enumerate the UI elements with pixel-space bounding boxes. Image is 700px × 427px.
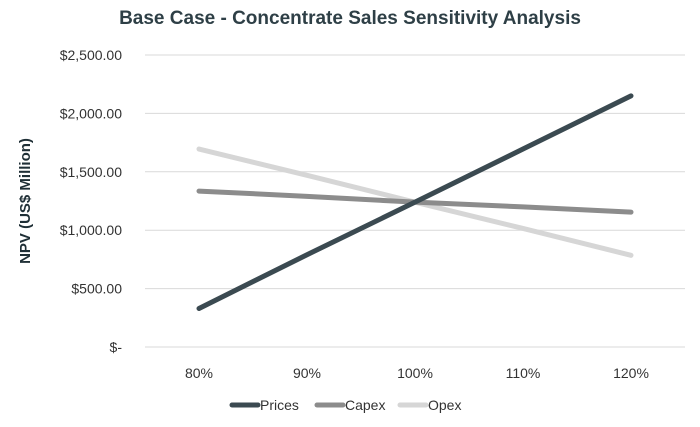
y-tick-label: $1,500.00 xyxy=(60,164,122,180)
legend-label-opex: Opex xyxy=(428,397,461,413)
series-line-prices xyxy=(196,93,634,311)
y-tick-label: $2,000.00 xyxy=(60,105,122,121)
y-tick-label: $2,500.00 xyxy=(60,47,122,63)
x-tick-label: 90% xyxy=(293,365,321,381)
legend-label-prices: Prices xyxy=(260,397,299,413)
chart-title: Base Case - Concentrate Sales Sensitivit… xyxy=(119,8,581,29)
y-tick-label: $500.00 xyxy=(71,281,122,297)
legend-label-capex: Capex xyxy=(345,397,385,413)
y-tick-label: $- xyxy=(110,339,123,355)
x-tick-label: 100% xyxy=(397,365,433,381)
y-axis-title: NPV (US$ Million) xyxy=(17,138,34,264)
x-tick-label: 120% xyxy=(613,365,649,381)
y-tick-label: $1,000.00 xyxy=(60,222,122,238)
x-tick-label: 80% xyxy=(185,365,213,381)
x-tick-label: 110% xyxy=(506,365,541,381)
